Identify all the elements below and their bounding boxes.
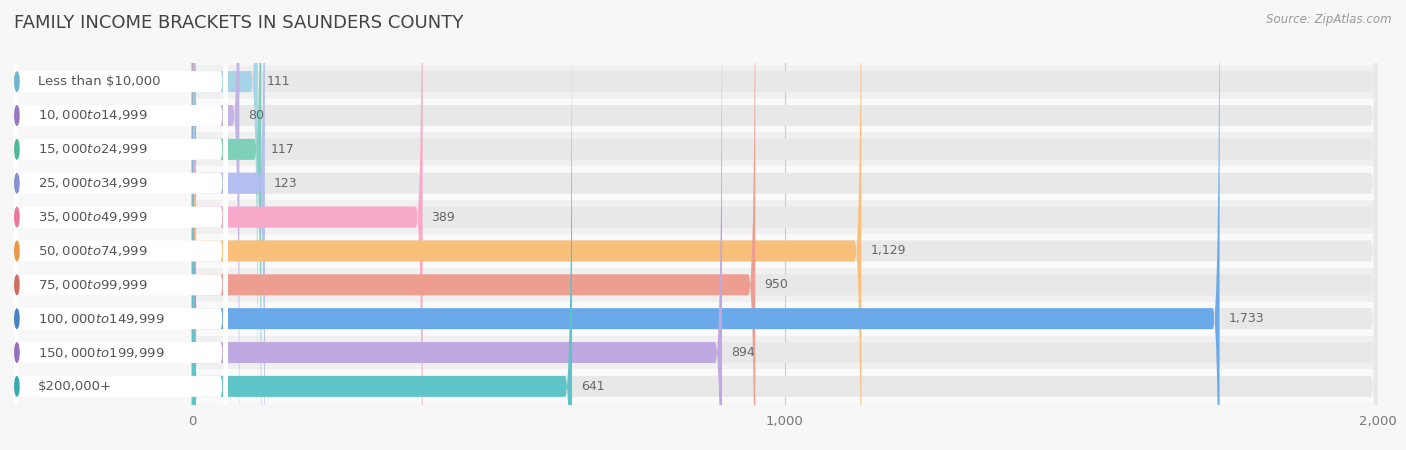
Text: Source: ZipAtlas.com: Source: ZipAtlas.com [1267,14,1392,27]
FancyBboxPatch shape [193,0,1378,450]
Text: 1,129: 1,129 [870,244,905,257]
Text: $15,000 to $24,999: $15,000 to $24,999 [38,142,148,156]
FancyBboxPatch shape [193,0,723,450]
Text: 123: 123 [274,177,298,190]
FancyBboxPatch shape [193,0,1378,450]
Bar [193,200,1378,234]
Text: $200,000+: $200,000+ [38,380,112,393]
Text: 894: 894 [731,346,755,359]
Text: 950: 950 [765,278,787,291]
Bar [193,268,1378,302]
FancyBboxPatch shape [193,0,862,450]
FancyBboxPatch shape [14,0,228,450]
Text: $35,000 to $49,999: $35,000 to $49,999 [38,210,148,224]
Text: $75,000 to $99,999: $75,000 to $99,999 [38,278,148,292]
Bar [193,369,1378,403]
FancyBboxPatch shape [14,0,228,450]
FancyBboxPatch shape [14,0,228,450]
Ellipse shape [14,274,20,295]
FancyBboxPatch shape [14,0,228,450]
FancyBboxPatch shape [193,0,423,450]
Text: 1,733: 1,733 [1229,312,1264,325]
FancyBboxPatch shape [193,0,1378,450]
Ellipse shape [14,207,20,228]
Text: FAMILY INCOME BRACKETS IN SAUNDERS COUNTY: FAMILY INCOME BRACKETS IN SAUNDERS COUNT… [14,14,464,32]
Text: 389: 389 [432,211,456,224]
Text: 80: 80 [249,109,264,122]
Text: $150,000 to $199,999: $150,000 to $199,999 [38,346,165,360]
Bar [193,65,1378,99]
Bar [193,234,1378,268]
Ellipse shape [14,139,20,160]
Text: $25,000 to $34,999: $25,000 to $34,999 [38,176,148,190]
FancyBboxPatch shape [193,0,1378,450]
FancyBboxPatch shape [193,0,262,450]
Bar [193,99,1378,132]
Bar [193,302,1378,336]
FancyBboxPatch shape [193,0,1378,450]
FancyBboxPatch shape [193,0,1219,450]
Text: 111: 111 [267,75,290,88]
Bar [193,336,1378,369]
FancyBboxPatch shape [193,0,239,450]
Bar [193,166,1378,200]
Text: 641: 641 [581,380,605,393]
FancyBboxPatch shape [14,0,228,450]
FancyBboxPatch shape [14,0,228,450]
Text: $10,000 to $14,999: $10,000 to $14,999 [38,108,148,122]
FancyBboxPatch shape [193,0,1378,450]
Ellipse shape [14,173,20,194]
Ellipse shape [14,71,20,92]
FancyBboxPatch shape [14,0,228,450]
Text: $50,000 to $74,999: $50,000 to $74,999 [38,244,148,258]
FancyBboxPatch shape [14,0,228,450]
Text: 117: 117 [270,143,294,156]
Ellipse shape [14,240,20,261]
FancyBboxPatch shape [193,0,1378,450]
FancyBboxPatch shape [193,0,1378,450]
Ellipse shape [14,342,20,363]
FancyBboxPatch shape [14,0,228,450]
FancyBboxPatch shape [193,0,264,450]
FancyBboxPatch shape [193,0,755,450]
Bar [193,132,1378,166]
Ellipse shape [14,376,20,397]
Text: Less than $10,000: Less than $10,000 [38,75,160,88]
FancyBboxPatch shape [193,0,1378,450]
FancyBboxPatch shape [193,0,1378,450]
Ellipse shape [14,105,20,126]
FancyBboxPatch shape [193,0,572,450]
Text: $100,000 to $149,999: $100,000 to $149,999 [38,312,165,326]
FancyBboxPatch shape [193,0,257,450]
FancyBboxPatch shape [14,0,228,450]
Ellipse shape [14,308,20,329]
